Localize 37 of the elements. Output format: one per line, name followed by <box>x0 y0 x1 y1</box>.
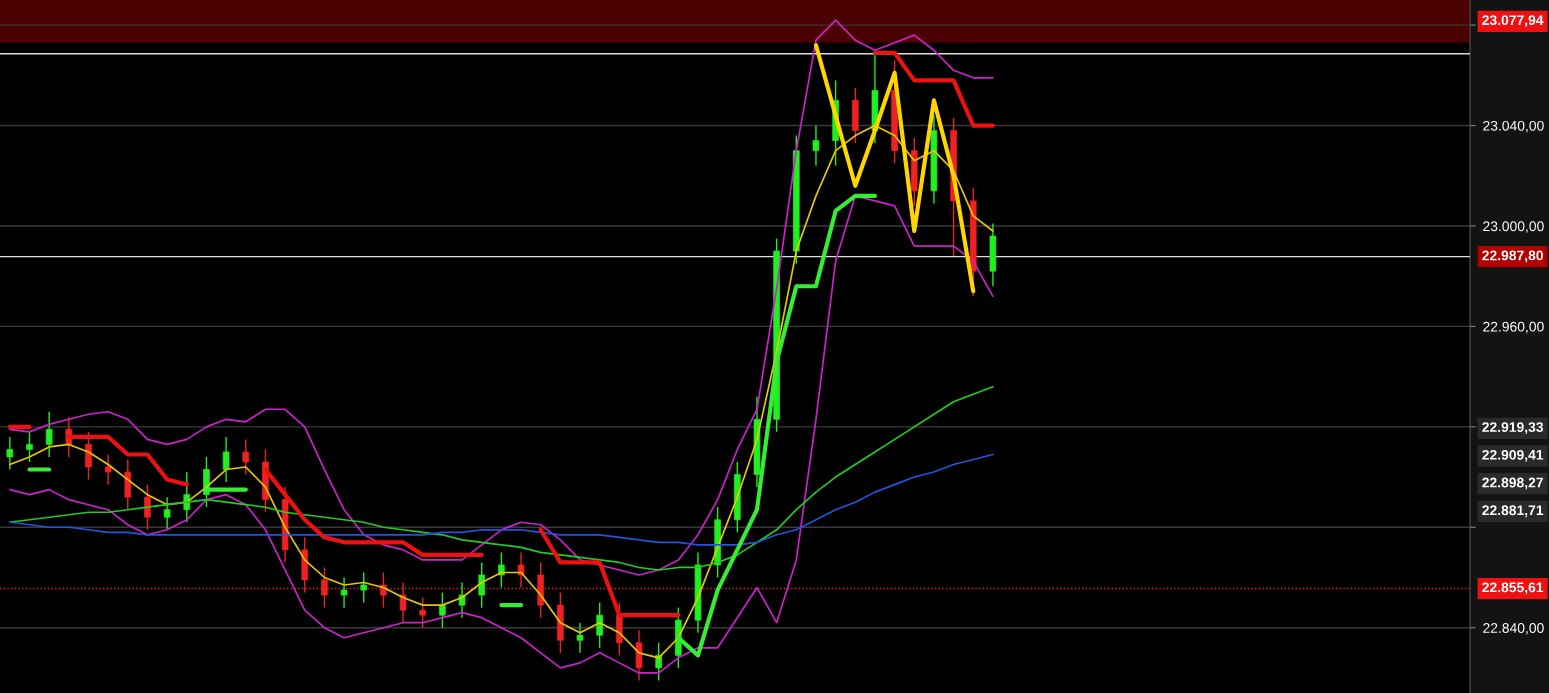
candlestick <box>596 601 603 649</box>
candlestick <box>85 431 92 481</box>
candlestick <box>242 438 250 476</box>
line-series <box>813 43 976 294</box>
candlestick <box>517 551 525 589</box>
y-tick-label: 23.000,00 <box>1483 221 1544 233</box>
line-series <box>8 385 994 571</box>
candlestick <box>478 561 486 609</box>
candlestick <box>222 436 230 483</box>
candlestick <box>812 124 820 167</box>
candlestick <box>144 483 151 531</box>
candlestick <box>340 576 348 609</box>
candlestick <box>498 551 505 589</box>
y-tick-label: 23.040,00 <box>1483 120 1544 133</box>
candlestick <box>439 591 446 629</box>
band-label: 23.077,94 <box>1482 15 1544 28</box>
candlestick <box>183 471 191 523</box>
y-tick-label: 22.840,00 <box>1483 623 1544 635</box>
candlestick <box>419 596 427 629</box>
text: 22.909,41 <box>1482 449 1544 462</box>
ref-line-label: 22.987,80 <box>1482 250 1543 263</box>
text: 22.898,27 <box>1482 477 1543 490</box>
text: 22.919,33 <box>1482 422 1544 435</box>
candlestick <box>360 571 368 604</box>
candlestick <box>576 622 584 654</box>
line-series <box>8 195 994 674</box>
candlestick <box>655 642 662 682</box>
ref-line-label: 22.855,61 <box>1482 582 1544 595</box>
candlestick <box>163 496 171 531</box>
line-series <box>8 453 994 546</box>
text: 22.881,71 <box>1482 505 1544 518</box>
y-tick-label: 22.960,00 <box>1483 321 1544 334</box>
candlestick <box>6 436 14 471</box>
candlestick <box>26 431 33 463</box>
candlestick <box>45 411 53 458</box>
candlestick <box>458 581 466 619</box>
candlestick <box>104 453 112 486</box>
